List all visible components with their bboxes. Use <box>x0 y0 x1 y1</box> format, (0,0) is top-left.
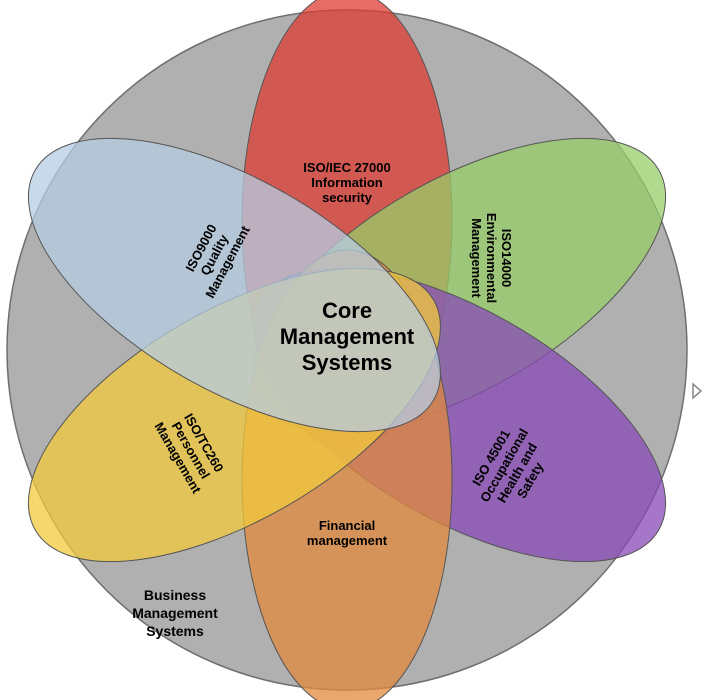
venn-flower-diagram: ISO/IEC 27000InformationsecurityISO14000… <box>0 0 703 700</box>
